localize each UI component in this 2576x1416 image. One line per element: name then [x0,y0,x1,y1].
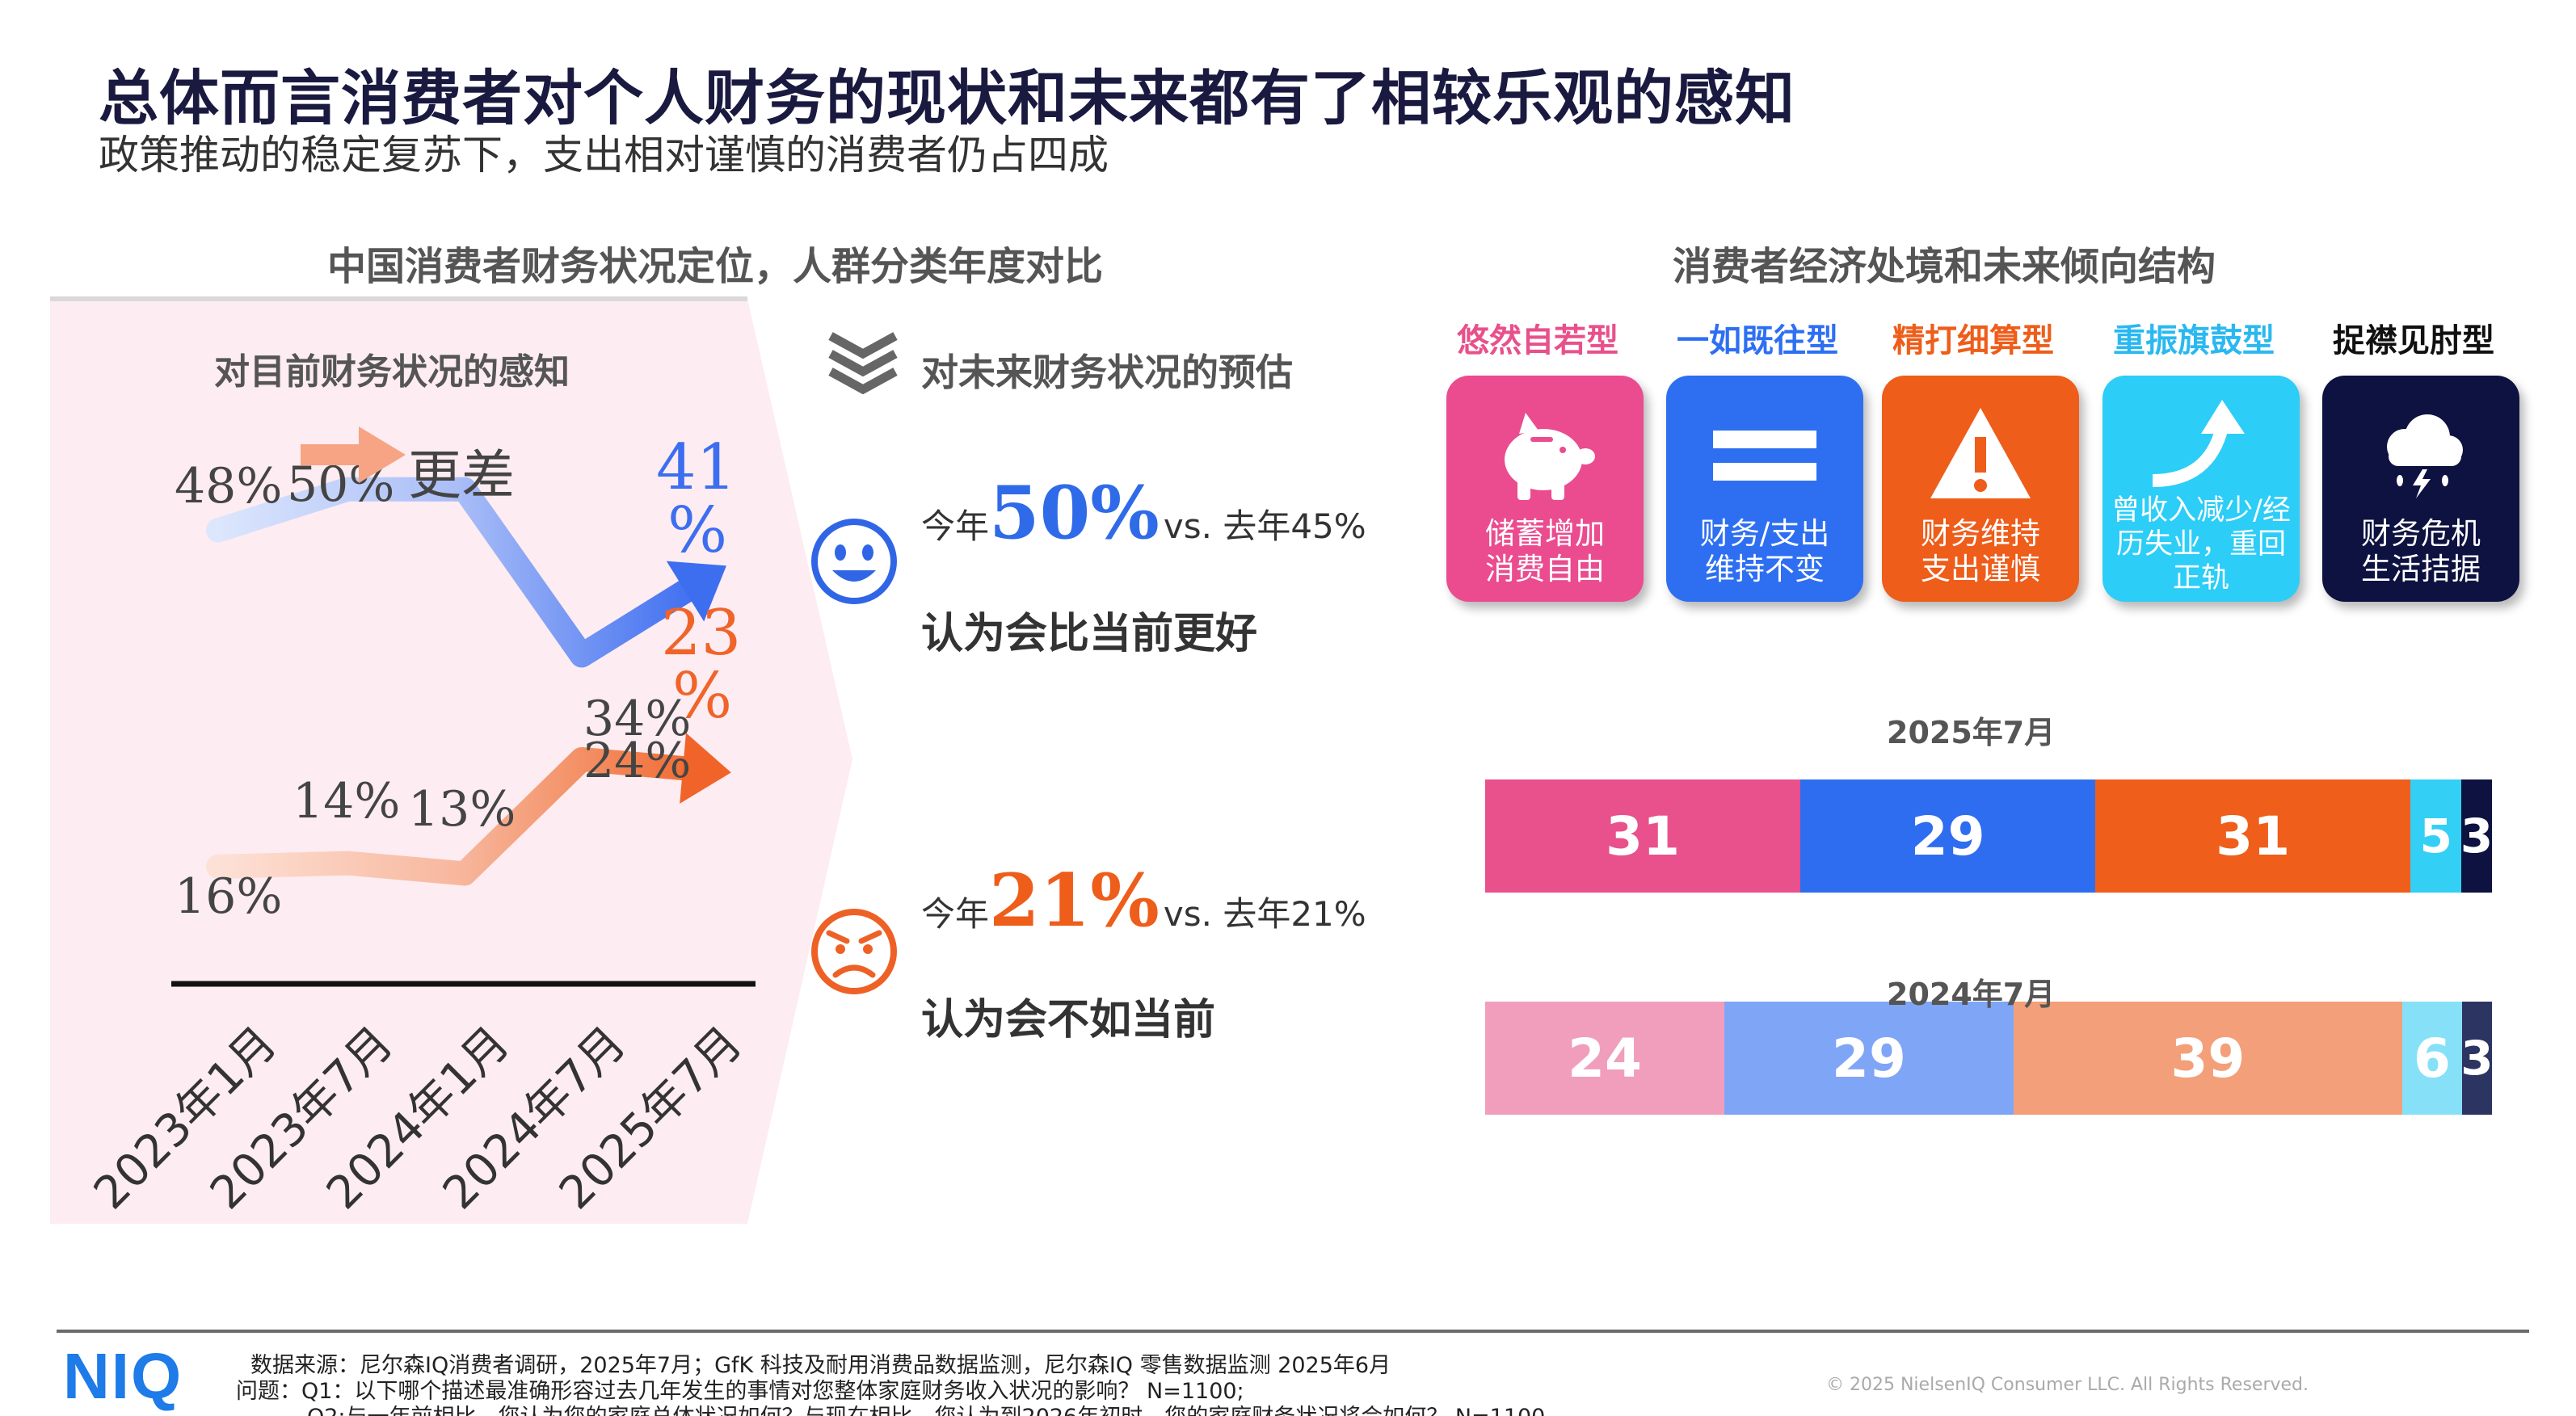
better-value: 50% [989,470,1160,556]
worse-desc: 认为会不如当前 [921,996,1216,1044]
worse-forecast-line: 今年21% vs. 去年21% [921,858,1366,943]
card-title-frugal: 精打细算型 [1892,322,2054,359]
card-title-strained: 捉襟见肘型 [2333,322,2494,359]
card-unchanged: 财务/支出 维持不变 [1666,376,1863,602]
better-desc: 认为会比当前更好 [921,610,1258,658]
bar-segment: 31 [1485,779,1801,893]
equals-icon [1713,431,1816,481]
question-2-text: Q2:与一年前相比，您认为您的家庭总体状况如何？与现在相比，您认为到2026年初… [307,1399,1545,1416]
card-title-rebound: 重振旗鼓型 [2113,322,2275,359]
right-section-title: 消费者经济处境和未来倾向结构 [1673,244,2216,289]
rebound-arrow-icon [2152,400,2245,487]
card-rebound: 曾收入减少/经 历失业，重回 正轨 [2102,376,2300,602]
better-trend-line [206,477,711,668]
page-title: 总体而言消费者对个人财务的现状和未来都有了相较乐观的感知 [99,64,1795,133]
source-text: 数据来源：尼尔森IQ消费者调研，2025年7月；GfK 科技及耐用消费品数据监测… [250,1353,1391,1378]
left-section-title: 中国消费者财务状况定位，人群分类年度对比 [327,244,1104,289]
forecast-title: 对未来财务状况的预估 [921,351,1293,394]
bar-segment: 6 [2401,1002,2462,1115]
bar-segment: 3 [2460,1002,2494,1115]
card-title-unchanged: 一如既往型 [1677,322,1838,359]
happy-face-icon [811,519,897,604]
niq-logo: NIQ [63,1340,183,1412]
angry-face-icon [811,909,897,994]
worse-trend-line-arrowhead [680,733,731,804]
better-trend-line-end-value: 41 [656,431,736,504]
worse-trend-line-end-value: 23 [661,597,741,670]
card-text-leisurely: 储蓄增加 消费自由 [1485,516,1605,586]
stacked-bar-2025: 31 29 31 5 3 [1485,779,2493,893]
data-label: 14% [293,773,400,830]
worse-trend-line-end-percent: % [672,660,732,733]
current-perception-svg: 48% 50%34%41%16%14% 13%24%23%2023年1月2023年7… [50,296,852,1224]
footer-divider [57,1330,2529,1333]
storm-cloud-icon [2387,414,2463,498]
panel-title: 对目前财务状况的感知 [214,351,570,393]
better-trend-line-end-percent: % [667,494,727,567]
bar-segment: 5 [2410,779,2462,893]
better-prefix: 今年 [921,506,990,546]
card-text-rebound: 曾收入减少/经 历失业，重回 正轨 [2111,494,2291,595]
chevrons-down-icon [828,332,898,394]
copyright-text: © 2025 NielsenIQ Consumer LLC. All Right… [1826,1375,2309,1395]
data-label: 24% [583,733,691,789]
better-compare: vs. 去年45% [1163,506,1366,546]
worse-compare: vs. 去年21% [1163,894,1366,934]
worse-prefix: 今年 [921,894,990,934]
card-strained: 财务危机 生活拮据 [2322,376,2519,602]
bar-segment: 29 [1724,1002,2014,1115]
card-text-strained: 财务危机 生活拮据 [2361,516,2481,586]
warning-icon [1930,408,2031,498]
legend-arrow-icon [301,426,406,483]
worse-trend-line [206,747,711,886]
bar-segment: 39 [2013,1002,2402,1115]
piggy-bank-icon [1505,413,1595,500]
bar-segment: 29 [1800,779,2096,893]
question-1-text: 问题：Q1：以下哪个描述最准确形容过去几年发生的事情对您整体家庭财务收入状况的影… [236,1379,1244,1404]
bar-label-2024: 2024年7月 [1887,977,2056,1012]
page-subtitle: 政策推动的稳定复苏下，支出相对谨慎的消费者仍占四成 [99,132,1109,179]
card-text-frugal: 财务维持 支出谨慎 [1921,516,2040,586]
card-frugal: 财务维持 支出谨慎 [1882,376,2079,602]
bar-segment: 3 [2460,779,2493,893]
bar-segment: 31 [2095,779,2411,893]
card-title-leisurely: 悠然自若型 [1457,322,1618,359]
card-leisurely: 储蓄增加 消费自由 [1446,376,1644,602]
current-perception-chart: 48% 50% 34% 41% 16% 14% 13% 24% 23% 2023年1月 2023年7… [0,267,857,1236]
worse-value: 21% [989,858,1160,943]
data-label: 48% [175,458,282,515]
stacked-bar-2024: 24 29 39 6 3 [1485,1002,2494,1115]
data-label: 16% [175,868,282,925]
data-label: 13% [408,781,516,838]
more-worse-label: 更差 [408,444,515,506]
better-forecast-line: 今年50% vs. 去年45% [921,470,1366,556]
better-trend-line-arrowhead [666,561,726,622]
card-text-unchanged: 财务/支出 维持不变 [1699,516,1830,586]
bar-label-2025: 2025年7月 [1887,715,2056,750]
bar-segment: 24 [1485,1002,1725,1115]
data-label: 34% [583,691,691,747]
